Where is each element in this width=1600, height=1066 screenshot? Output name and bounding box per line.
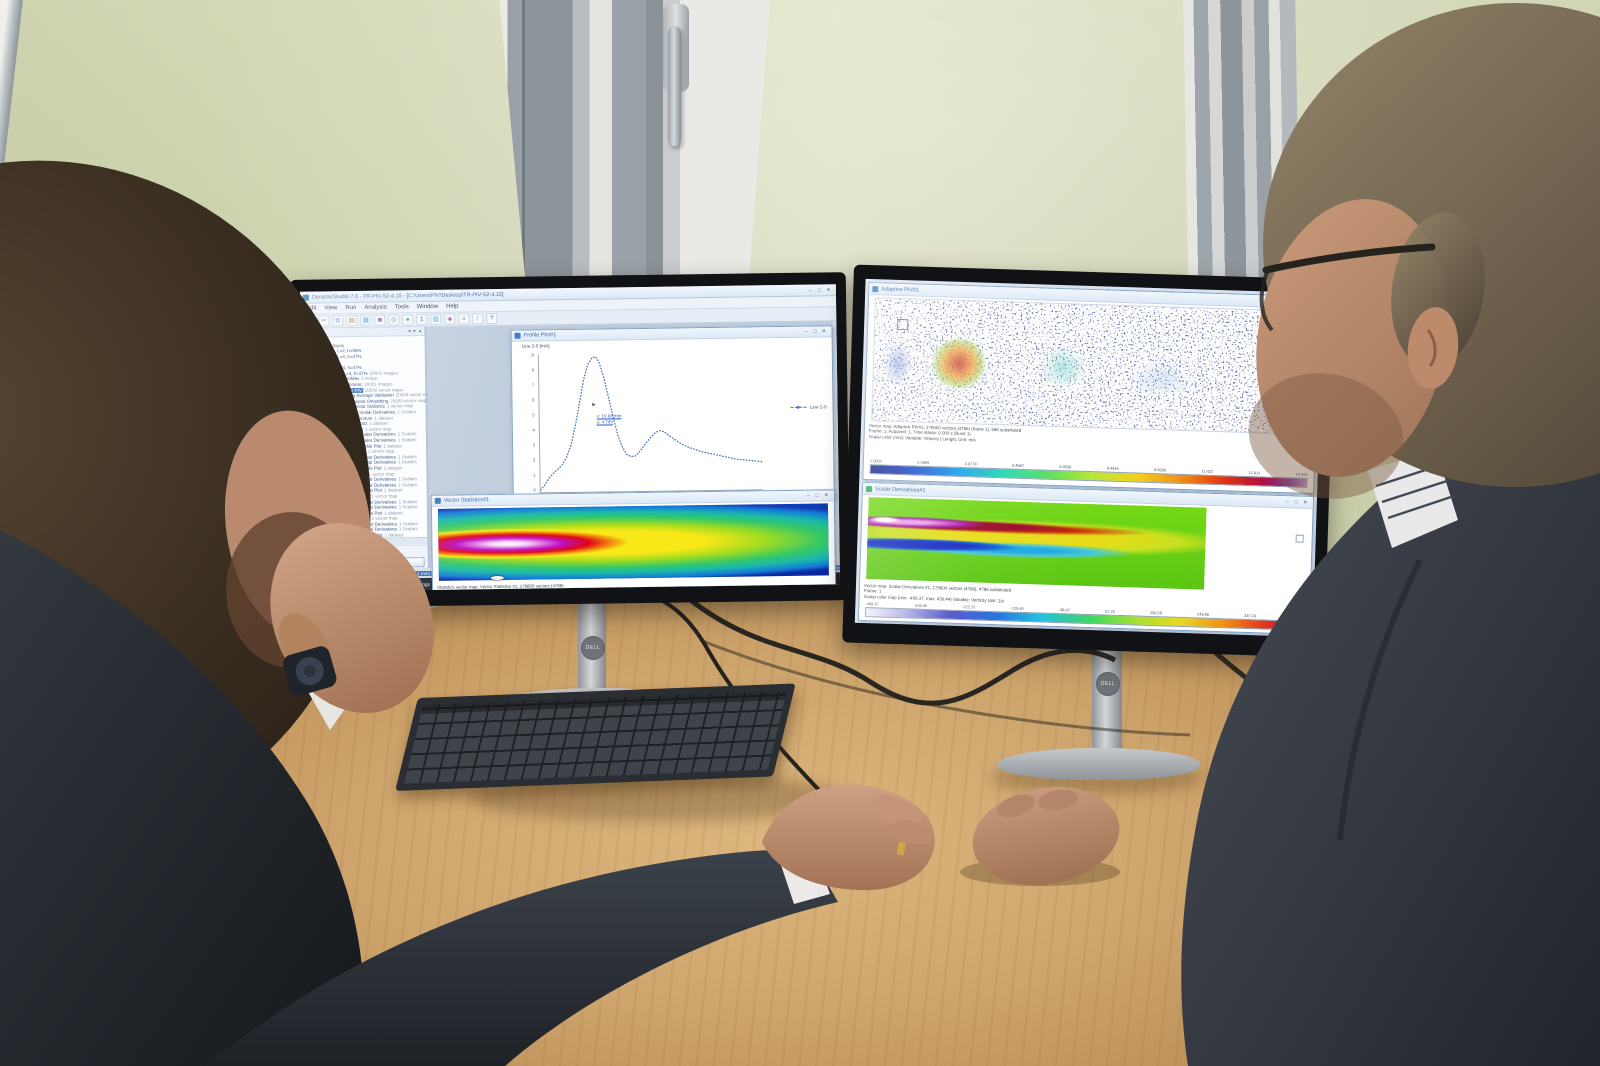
right-monitor: Adaptive PIV#1 –□✕ xyxy=(842,264,1336,658)
vector-field-view[interactable] xyxy=(871,297,1313,435)
right-screen: Adaptive PIV#1 –□✕ xyxy=(854,278,1324,638)
middle-finger xyxy=(890,819,934,845)
knuckle xyxy=(996,794,1036,818)
profile-line-chart xyxy=(540,356,763,491)
right-monitor-base xyxy=(998,748,1200,780)
app-body: ◂▸▴ S2-4.15Deleted ItemsRe=5000, L=2, h=… xyxy=(300,321,840,592)
center-window-frame xyxy=(499,0,770,302)
profile-line-series xyxy=(540,356,763,491)
left-screen: DynamicStudio 7.6 - TR-PIV-S2-4.15 - [C:… xyxy=(299,284,841,592)
glasses-temple xyxy=(1262,243,1436,274)
vector-field-noise xyxy=(872,298,1312,434)
watch-dial xyxy=(303,665,316,678)
dell-logo-right: DELL xyxy=(1096,672,1120,696)
window-handle xyxy=(668,26,682,146)
right-man-stubble xyxy=(1248,373,1404,499)
gold-ring xyxy=(896,841,907,856)
knuckle xyxy=(1038,789,1078,811)
right-man-body xyxy=(1181,336,1600,1066)
adaptive-piv-window: Adaptive PIV#1 –□✕ xyxy=(862,281,1321,495)
ear-detail xyxy=(1426,329,1437,367)
mouse-cable xyxy=(639,590,857,830)
glasses-lens-rim xyxy=(1259,269,1274,332)
desk-cable xyxy=(699,638,1191,737)
left-man-arm xyxy=(205,849,838,1066)
right-man-ear xyxy=(1407,307,1459,389)
left-man-hair xyxy=(0,160,371,840)
wrist-watch xyxy=(282,646,337,696)
left-man-body xyxy=(0,530,365,1066)
right-man-lapel xyxy=(1337,558,1423,841)
window-slat xyxy=(521,0,525,302)
brand-text: DELL xyxy=(1100,681,1116,687)
left-monitor: DynamicStudio 7.6 - TR-PIV-S2-4.15 - [C:… xyxy=(289,272,851,608)
plot-area xyxy=(537,351,763,494)
dell-logo: DELL xyxy=(581,636,605,660)
brand-text: DELL xyxy=(585,645,601,651)
